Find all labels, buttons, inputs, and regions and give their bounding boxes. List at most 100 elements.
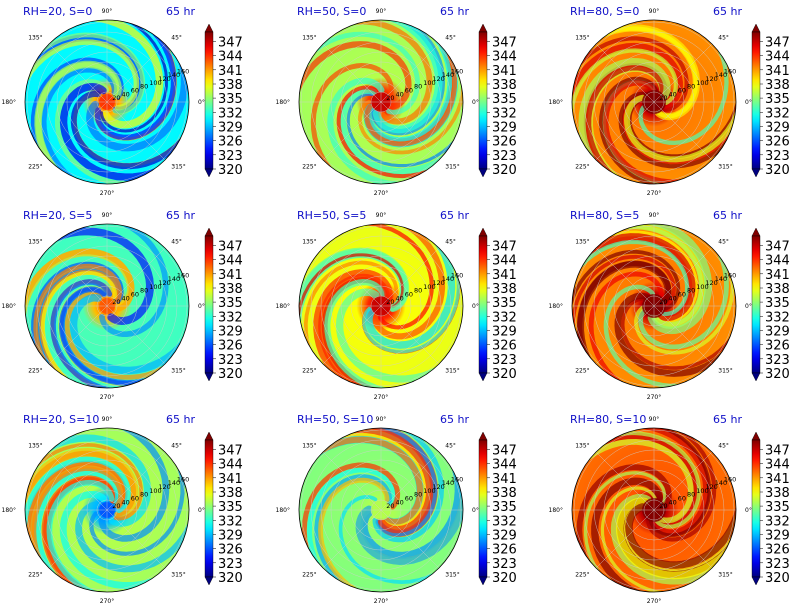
angle-tick-label: 180°	[2, 303, 16, 310]
angle-tick-label: 225°	[575, 367, 589, 374]
angle-tick-label: 45°	[718, 35, 729, 42]
colorbar-tick-label: 323	[765, 557, 790, 572]
angle-tick-label: 90°	[376, 212, 387, 219]
colorbar-tick-label: 344	[492, 50, 517, 65]
colorbar-tick-label: 344	[218, 254, 243, 269]
angular-gridline	[653, 451, 713, 511]
colorbar-tick-label: 335	[218, 296, 243, 311]
radial-tick-label: 160	[177, 475, 189, 483]
colorbar-tick-label: 347	[492, 35, 517, 50]
radial-tick-label: 160	[177, 271, 189, 279]
radial-tick-label: 20	[386, 298, 394, 306]
radial-tick-label: 140	[442, 479, 454, 487]
angle-tick-label: 180°	[276, 99, 290, 106]
angle-tick-label: 45°	[171, 239, 182, 246]
colorbar-tick-label: 335	[218, 92, 243, 107]
radial-tick-label: 100	[696, 283, 708, 291]
radial-tick-label: 120	[705, 279, 717, 287]
angle-tick-label: 0°	[745, 99, 752, 106]
angle-tick-label: 315°	[445, 163, 459, 170]
colorbar-tick-label: 335	[765, 92, 790, 107]
angle-tick-label: 45°	[445, 239, 456, 246]
colorbar-tick-label: 326	[492, 543, 517, 558]
panel-time-label: 65 hr	[440, 5, 469, 18]
colorbar-tick-label: 335	[765, 500, 790, 515]
angle-tick-label: 315°	[171, 367, 185, 374]
angle-tick-label: 270°	[647, 190, 661, 197]
colorbar-tick-label: 329	[765, 121, 790, 136]
angle-tick-label: 90°	[102, 8, 113, 15]
radial-tick-label: 140	[715, 71, 727, 79]
radial-tick-label: 20	[659, 94, 667, 102]
radial-tick-label: 100	[423, 487, 435, 495]
radial-tick-label: 140	[715, 275, 727, 283]
radial-tick-label: 140	[442, 71, 454, 79]
angular-gridline	[380, 305, 440, 365]
colorbar-tick-label: 347	[218, 239, 243, 254]
colorbar-tick-label: 326	[218, 339, 243, 354]
colorbar-tick-label: 335	[765, 296, 790, 311]
radial-tick-label: 60	[678, 495, 686, 503]
angle-tick-label: 135°	[28, 443, 42, 450]
colorbar-tick-label: 341	[492, 64, 517, 79]
radial-tick-label: 120	[705, 75, 717, 83]
polar-outline	[24, 427, 190, 593]
radial-tick-label: 40	[396, 498, 404, 506]
angle-tick-label: 90°	[102, 416, 113, 423]
radial-tick-label: 20	[659, 298, 667, 306]
panel-7: RH=20, S=10 65 hr 0° 45° 90° 135° 180° 225° 270°…	[2, 413, 243, 605]
panel-8: RH=50, S=10 65 hr 0° 45° 90° 135° 180° 225° 270°…	[276, 413, 517, 605]
colorbar-tick-label: 341	[765, 268, 790, 283]
colorbar-tick-label: 320	[218, 571, 243, 586]
colorbar-tick-label: 338	[218, 282, 243, 297]
radial-tick-label: 80	[687, 491, 695, 499]
radial-tick-label: 60	[678, 87, 686, 95]
colorbar-tick-label: 341	[492, 268, 517, 283]
colorbar-tick-label: 347	[765, 239, 790, 254]
angular-gridline	[653, 247, 713, 307]
panel-time-label: 65 hr	[166, 413, 195, 426]
colorbar-tick-label: 320	[492, 163, 517, 178]
colorbar-tick-label: 329	[218, 325, 243, 340]
colorbar-tick-label: 320	[218, 163, 243, 178]
radial-tick-label: 20	[386, 502, 394, 510]
angular-gridline	[653, 305, 713, 365]
angular-gridline	[653, 101, 713, 161]
angle-tick-label: 270°	[100, 598, 114, 605]
colorbar-tick-label: 326	[765, 543, 790, 558]
colorbar-tick-label: 326	[218, 135, 243, 150]
radial-tick-label: 120	[158, 279, 170, 287]
panel-title: RH=20, S=0	[23, 5, 92, 18]
angle-tick-label: 225°	[28, 367, 42, 374]
radial-tick-label: 120	[432, 483, 444, 491]
angular-gridline	[595, 101, 655, 161]
panel-6: RH=80, S=5 65 hr 0° 45° 90° 135° 180° 225° 270° 3…	[549, 209, 790, 401]
radial-tick-label: 40	[396, 294, 404, 302]
panel-title: RH=50, S=10	[297, 413, 373, 426]
panel-2: RH=50, S=0 65 hr 0° 45° 90° 135° 180° 225° 270° 3…	[276, 5, 517, 197]
angle-tick-label: 90°	[102, 212, 113, 219]
colorbar-tick-label: 338	[218, 78, 243, 93]
angular-gridline	[322, 43, 382, 103]
panel-3: RH=80, S=0 65 hr 0° 45° 90° 135° 180° 225° 270° 3…	[549, 5, 790, 197]
radial-tick-label: 40	[122, 294, 130, 302]
angular-gridline	[380, 247, 440, 307]
angular-gridline	[48, 247, 108, 307]
radial-tick-label: 100	[696, 79, 708, 87]
colorbar-tick-label: 326	[218, 543, 243, 558]
angular-gridline	[106, 43, 166, 103]
polar-outline	[298, 223, 464, 389]
angular-gridline	[595, 43, 655, 103]
polar-outline	[571, 19, 737, 185]
angle-tick-label: 0°	[472, 507, 479, 514]
colorbar-tick-label: 347	[765, 35, 790, 50]
angle-tick-label: 0°	[745, 507, 752, 514]
angle-tick-label: 180°	[2, 99, 16, 106]
angle-tick-label: 315°	[718, 163, 732, 170]
colorbar-tick-label: 341	[218, 268, 243, 283]
angular-gridline	[380, 509, 440, 569]
